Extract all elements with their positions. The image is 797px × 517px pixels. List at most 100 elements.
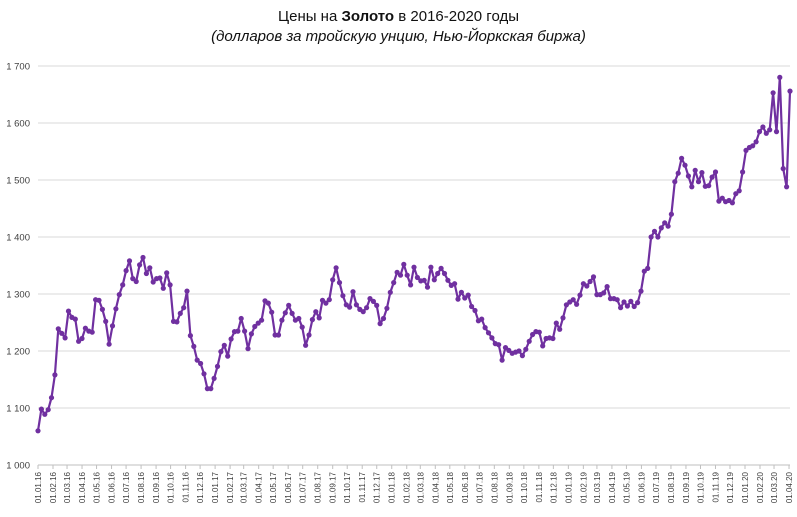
data-point-marker bbox=[706, 183, 712, 189]
x-axis-tick-label: 01.10.16 bbox=[167, 471, 176, 503]
data-point-marker bbox=[374, 302, 380, 308]
data-point-marker bbox=[167, 282, 173, 288]
x-axis-tick-label: 01.10.18 bbox=[520, 471, 529, 503]
x-axis-tick-label: 01.05.17 bbox=[269, 471, 278, 503]
data-point-marker bbox=[275, 332, 282, 338]
y-axis-tick-label: 1 300 bbox=[6, 290, 30, 301]
data-point-marker bbox=[472, 307, 478, 314]
data-point-marker bbox=[408, 282, 414, 288]
data-point-marker bbox=[255, 320, 261, 326]
data-point-marker bbox=[689, 184, 695, 190]
x-axis-tick-label: 01.07.19 bbox=[652, 471, 661, 503]
data-point-marker bbox=[604, 284, 610, 290]
data-point-marker bbox=[133, 278, 139, 285]
x-axis-tick-label: 01.08.17 bbox=[314, 471, 323, 503]
data-point-marker bbox=[336, 280, 343, 286]
data-point-marker bbox=[712, 169, 719, 175]
data-point-marker bbox=[685, 173, 692, 179]
data-point-marker bbox=[309, 317, 315, 323]
data-point-marker bbox=[89, 329, 95, 335]
data-point-marker bbox=[519, 353, 526, 359]
data-point-marker bbox=[506, 347, 512, 353]
chart-subtitle: (долларов за тройскую унцию, Нью-Йоркска… bbox=[211, 28, 586, 45]
y-axis-tick-label: 1 700 bbox=[6, 62, 30, 73]
data-point-marker bbox=[760, 124, 766, 130]
data-point-marker bbox=[296, 315, 302, 322]
data-point-marker bbox=[577, 292, 583, 298]
data-point-marker bbox=[465, 292, 471, 298]
data-point-marker bbox=[65, 308, 72, 314]
data-point-marker bbox=[326, 297, 332, 303]
data-point-marker bbox=[353, 302, 359, 308]
data-point-marker bbox=[157, 275, 163, 281]
data-point-marker bbox=[628, 298, 634, 304]
x-axis-tick-label: 01.04.18 bbox=[431, 471, 440, 503]
data-point-marker bbox=[729, 200, 736, 206]
x-axis-tick-label: 01.01.19 bbox=[564, 471, 573, 503]
x-axis-tick-label: 01.09.19 bbox=[682, 471, 691, 503]
data-point-marker bbox=[489, 335, 495, 341]
data-point-marker bbox=[414, 274, 420, 281]
data-point-marker bbox=[665, 223, 671, 229]
data-point-marker bbox=[753, 139, 759, 145]
data-point-marker bbox=[238, 315, 244, 322]
data-point-marker bbox=[147, 265, 153, 271]
data-point-marker bbox=[82, 325, 88, 331]
x-axis-tick-label: 01.03.17 bbox=[240, 471, 249, 503]
data-point-marker bbox=[424, 284, 431, 290]
data-point-marker bbox=[177, 310, 183, 316]
data-point-marker bbox=[635, 300, 641, 306]
data-point-marker bbox=[313, 309, 319, 315]
data-point-marker bbox=[211, 375, 217, 381]
data-point-marker bbox=[96, 297, 102, 303]
data-point-marker bbox=[526, 338, 532, 344]
data-point-marker bbox=[48, 395, 55, 401]
data-point-marker bbox=[560, 315, 566, 321]
data-point-marker bbox=[624, 303, 631, 309]
data-point-marker bbox=[516, 348, 522, 354]
data-point-marker bbox=[614, 297, 620, 303]
data-point-marker bbox=[536, 329, 542, 335]
data-point-marker bbox=[79, 335, 85, 342]
data-point-marker bbox=[404, 272, 410, 278]
data-point-marker bbox=[574, 301, 580, 307]
data-point-marker bbox=[462, 295, 468, 301]
data-point-marker bbox=[401, 261, 407, 267]
x-axis-tick-label: 01.12.17 bbox=[373, 471, 382, 503]
data-point-marker bbox=[306, 332, 312, 338]
x-axis-tick-label: 01.08.16 bbox=[137, 471, 146, 503]
data-point-marker bbox=[648, 234, 654, 240]
data-point-marker bbox=[601, 290, 607, 296]
data-point-marker bbox=[428, 264, 434, 270]
data-point-marker bbox=[181, 305, 187, 311]
data-point-marker bbox=[360, 309, 366, 315]
data-point-marker bbox=[479, 316, 485, 322]
data-point-marker bbox=[164, 270, 170, 276]
data-point-marker bbox=[218, 349, 224, 355]
price-line bbox=[36, 76, 792, 432]
title-suffix: в 2016-2020 годы bbox=[394, 8, 519, 25]
x-axis-tick-label: 01.06.18 bbox=[461, 471, 470, 503]
x-axis-tick-label: 01.11.18 bbox=[535, 471, 544, 502]
x-axis-tick-label: 01.01.18 bbox=[388, 471, 397, 503]
x-axis-tick-label: 01.11.19 bbox=[711, 471, 720, 502]
data-point-marker bbox=[679, 155, 685, 161]
data-point-marker bbox=[590, 274, 597, 280]
data-point-marker bbox=[323, 300, 329, 306]
data-point-marker bbox=[140, 254, 146, 261]
data-point-marker bbox=[340, 293, 346, 299]
data-point-marker bbox=[651, 228, 658, 234]
data-point-marker bbox=[208, 386, 214, 392]
data-point-marker bbox=[719, 195, 725, 201]
data-point-marker bbox=[299, 324, 305, 330]
x-axis-tick-label: 01.02.20 bbox=[756, 471, 765, 503]
x-axis-tick-label: 01.04.19 bbox=[608, 471, 617, 503]
chart-title: Цены на Золото в 2016-2020 годы bbox=[0, 7, 797, 27]
data-point-marker bbox=[763, 130, 769, 136]
x-axis-tick-label: 01.09.18 bbox=[505, 471, 514, 503]
data-point-marker bbox=[496, 342, 502, 348]
data-point-marker bbox=[289, 310, 295, 316]
data-point-marker bbox=[672, 179, 678, 185]
data-point-marker bbox=[279, 317, 285, 323]
